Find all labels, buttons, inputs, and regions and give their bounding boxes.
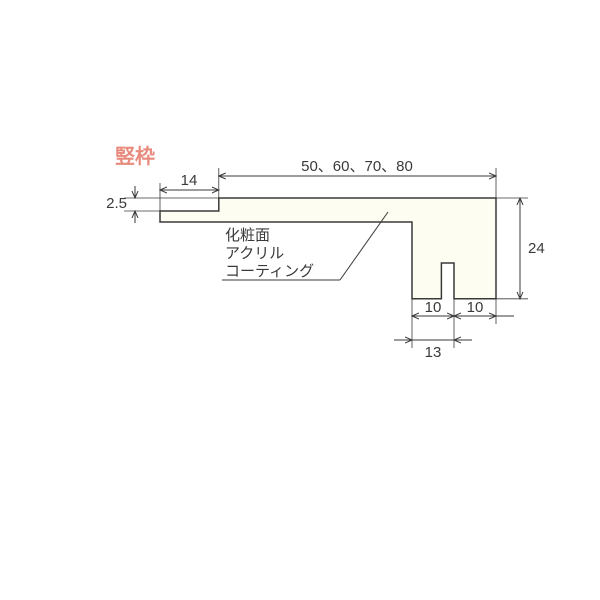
annotation-line-1: 化粧面 [225,227,270,244]
dim-notch-right: 10 [467,299,484,316]
dim-top-width: 50、60、70、80 [301,158,413,175]
dim-right-height: 24 [528,240,545,257]
dim-left-height: 2.5 [106,195,127,212]
profile-shape [160,198,496,299]
dim-left-step: 14 [181,172,198,189]
dim-notch-left: 10 [425,299,442,316]
dim-notch-total: 13 [425,344,442,361]
diagram-title: 竪枠 [115,140,155,169]
profile-diagram: 化粧面 アクリル コーティング 50、60、70、80 14 2.5 24 10… [0,0,600,600]
annotation-line-2: アクリル [225,245,284,262]
annotation-line-3: コーティング [225,263,314,280]
